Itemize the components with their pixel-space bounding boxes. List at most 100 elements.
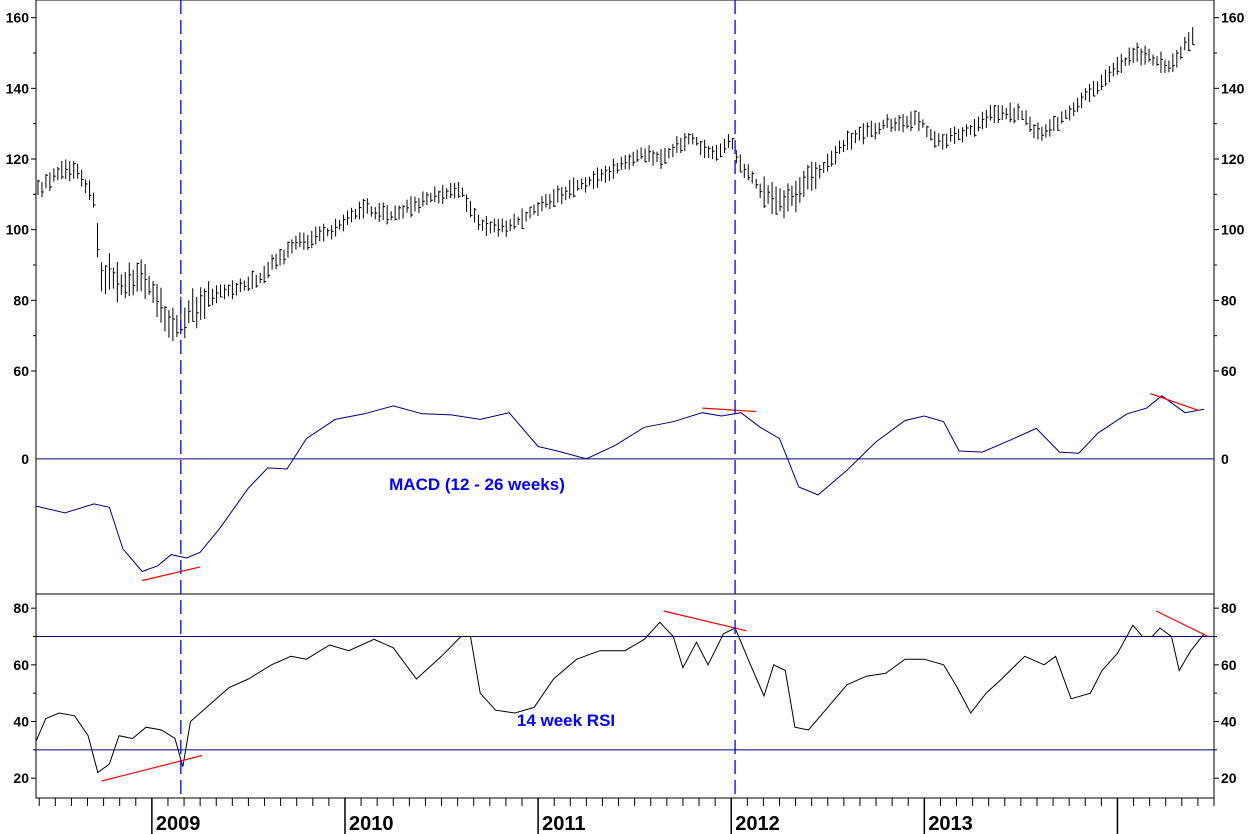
price-bar: [291, 239, 294, 254]
price-bar: [930, 129, 933, 141]
price-bar: [49, 172, 52, 192]
price-bar: [807, 165, 810, 190]
price-bar: [585, 177, 588, 193]
price-bar: [581, 178, 584, 190]
price-y-tick-label-right: 140: [1221, 80, 1245, 96]
price-bar: [1049, 119, 1052, 137]
price-bar: [275, 253, 279, 270]
price-bar: [846, 130, 850, 150]
price-bar: [239, 278, 243, 293]
price-bar: [688, 132, 691, 145]
price-bar: [608, 166, 612, 181]
price-bar: [362, 198, 366, 219]
price-bar: [561, 186, 564, 205]
macd-y-tick-label-right: 0: [1221, 451, 1229, 467]
price-bar: [1192, 27, 1195, 46]
price-bar: [299, 232, 302, 248]
price-bar: [906, 115, 910, 129]
price-bar: [664, 148, 667, 164]
price-bar: [862, 123, 866, 145]
price-bar: [93, 192, 96, 208]
price-bar: [473, 208, 477, 223]
price-bar: [1160, 51, 1163, 74]
price-bar: [541, 196, 544, 212]
price-bar: [973, 119, 977, 137]
price-bar: [311, 230, 314, 249]
price-bar: [243, 280, 247, 291]
price-bar: [132, 269, 136, 296]
price-bar: [1184, 37, 1187, 51]
price-bar: [382, 202, 386, 221]
price-bar: [247, 276, 251, 291]
price-bar: [763, 176, 767, 209]
price-bar: [319, 226, 322, 242]
price-bar: [489, 221, 493, 234]
price-bar: [1180, 46, 1183, 60]
rsi-y-tick-label-right: 20: [1221, 770, 1237, 786]
rsi-y-tick-label-left: 80: [13, 600, 29, 616]
price-bar: [716, 145, 719, 161]
price-bar: [398, 205, 402, 220]
price-bar: [803, 170, 806, 198]
price-bar: [938, 133, 941, 147]
macd-line: [35, 395, 1205, 573]
price-bar: [648, 145, 652, 162]
price-bar: [811, 161, 814, 191]
price-bar: [1148, 48, 1152, 62]
price-bar: [104, 265, 108, 294]
price-bar: [529, 206, 533, 219]
price-bar: [569, 179, 572, 199]
price-bar: [942, 134, 945, 150]
price-bar: [1116, 56, 1120, 75]
price-bar: [747, 164, 751, 181]
price-bar: [1017, 103, 1021, 121]
x-year-label: 2013: [928, 813, 973, 834]
price-bar: [680, 137, 683, 154]
price-bar: [795, 180, 798, 213]
price-bar: [902, 114, 906, 133]
price-y-tick-label-left: 160: [6, 10, 30, 26]
price-bar: [1104, 69, 1108, 87]
price-bar: [727, 134, 731, 148]
rsi-divergence-trendline: [663, 610, 747, 632]
price-bar: [708, 146, 711, 159]
price-bar: [370, 206, 374, 217]
price-bar: [200, 287, 203, 320]
price-bar: [775, 186, 779, 215]
price-bar: [394, 205, 398, 221]
price-bar: [509, 219, 513, 232]
price-bar: [652, 150, 656, 166]
price-bar: [192, 288, 195, 322]
price-bar: [1009, 102, 1013, 123]
price-bar: [144, 264, 148, 299]
price-bar: [890, 118, 894, 132]
price-bar: [545, 194, 548, 208]
price-bar: [1057, 116, 1060, 131]
price-bar: [430, 192, 433, 203]
macd-divergence-trendline: [142, 566, 201, 582]
price-bar: [1073, 102, 1076, 117]
price-bar: [128, 262, 132, 297]
macd-label: MACD (12 - 26 weeks): [389, 475, 565, 494]
price-bar: [152, 281, 156, 303]
price-bar: [989, 105, 993, 121]
price-bar: [120, 274, 124, 295]
price-bar: [57, 167, 60, 181]
price-bar: [573, 177, 576, 198]
price-bar: [1013, 107, 1017, 124]
price-bar: [977, 116, 981, 132]
price-bar: [343, 214, 346, 232]
price-bar: [89, 180, 92, 201]
price-bar: [553, 189, 556, 208]
price-bar: [632, 151, 636, 166]
rsi-y-tick-label-right: 80: [1221, 600, 1237, 616]
price-bar: [525, 211, 529, 222]
price-bar: [390, 211, 394, 221]
price-bar: [1120, 53, 1124, 74]
price-bar: [501, 218, 505, 233]
price-bar: [831, 150, 834, 167]
price-bar: [1065, 109, 1068, 119]
price-bar: [251, 270, 255, 289]
price-bar: [41, 181, 44, 198]
price-bar: [65, 159, 68, 179]
